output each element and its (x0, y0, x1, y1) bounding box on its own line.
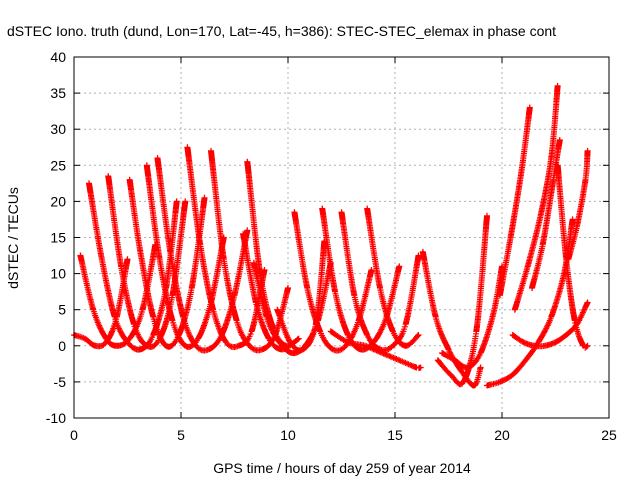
x-tick-label: 5 (177, 427, 185, 443)
x-tick-label: 25 (601, 427, 617, 443)
series-markers (86, 180, 180, 353)
series-pass (565, 147, 591, 263)
y-tick-label: -5 (54, 374, 67, 390)
series-markers (439, 263, 505, 371)
y-tick-label: 25 (50, 157, 66, 173)
series-pass (529, 137, 563, 291)
y-tick-label: 30 (50, 121, 66, 137)
series-pass (274, 238, 328, 354)
series-pass (434, 212, 490, 388)
series-pass (554, 162, 591, 351)
tick-marks (73, 56, 610, 419)
y-tick-label: 40 (50, 49, 66, 65)
series-markers (554, 162, 591, 351)
chart-title: dSTEC Iono. truth (dund, Lon=170, Lat=-4… (7, 23, 556, 39)
x-tick-label: 20 (494, 427, 510, 443)
y-tick-label: 10 (50, 266, 66, 282)
series-markers (529, 137, 563, 291)
series-pass (364, 205, 422, 349)
x-tick-label: 15 (387, 427, 403, 443)
series-pass (86, 180, 180, 353)
series-markers (184, 144, 268, 350)
y-tick-label: 35 (50, 85, 66, 101)
series-pass (511, 82, 561, 313)
series-markers (496, 104, 533, 299)
y-tick-label: 20 (50, 193, 66, 209)
y-tick-label: 0 (58, 338, 66, 354)
series-markers (511, 82, 561, 313)
series-markers (327, 328, 424, 371)
series-pass (184, 144, 268, 350)
x-axis-label: GPS time / hours of day 259 of year 2014 (213, 460, 471, 476)
series-markers (434, 212, 490, 388)
series-markers (419, 248, 484, 389)
x-tick-label: 0 (70, 427, 78, 443)
series-pass (496, 104, 533, 299)
y-tick-label: -10 (46, 410, 66, 426)
y-tick-label: 5 (58, 302, 66, 318)
y-tick-labels: -10 -5 0 5 10 15 20 25 30 35 40 (46, 49, 66, 426)
x-tick-label: 10 (280, 427, 296, 443)
y-axis-label: dSTEC / TECUs (5, 187, 21, 289)
series-markers (565, 147, 591, 263)
y-tick-label: 15 (50, 230, 66, 246)
series-pass (439, 263, 505, 371)
series-pass (327, 328, 424, 371)
x-tick-labels: 0 5 10 15 20 25 (70, 427, 617, 443)
series-pass (419, 248, 484, 389)
data-series (71, 82, 591, 389)
